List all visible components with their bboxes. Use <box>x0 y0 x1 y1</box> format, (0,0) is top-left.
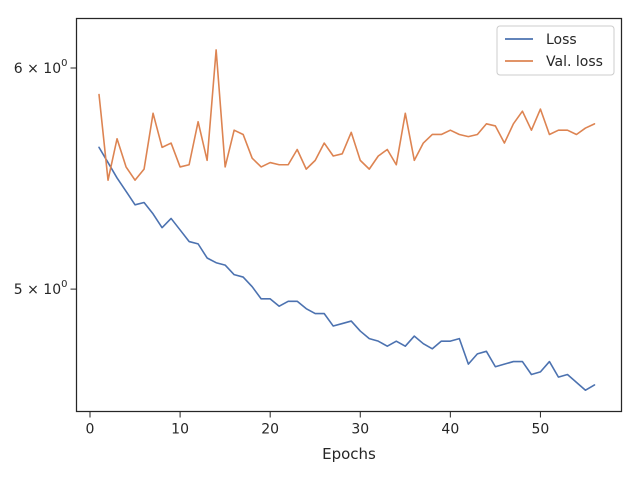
x-tick-label: 20 <box>261 422 279 438</box>
plot-area-frame <box>75 17 623 413</box>
y-tick-label: 5 × 100 <box>14 279 68 298</box>
x-tick-label: 10 <box>171 422 189 438</box>
series-line-val-loss <box>98 49 596 181</box>
x-axis-label: Epochs <box>322 445 376 463</box>
x-tick-label: 50 <box>532 422 550 438</box>
x-axis-ticks: 0 10 20 30 40 50 <box>86 411 550 438</box>
legend-label-val-loss: Val. loss <box>546 54 603 70</box>
x-tick-label: 30 <box>351 422 369 438</box>
legend-label-loss: Loss <box>546 32 577 48</box>
series-group <box>98 49 596 392</box>
series-line-loss <box>98 146 596 392</box>
x-tick-label: 40 <box>441 422 459 438</box>
y-axis-ticks: 5 × 100 6 × 100 <box>14 58 77 298</box>
y-tick-label: 6 × 100 <box>14 58 68 77</box>
x-tick-label: 0 <box>86 422 95 438</box>
legend: Loss Val. loss <box>496 25 615 76</box>
